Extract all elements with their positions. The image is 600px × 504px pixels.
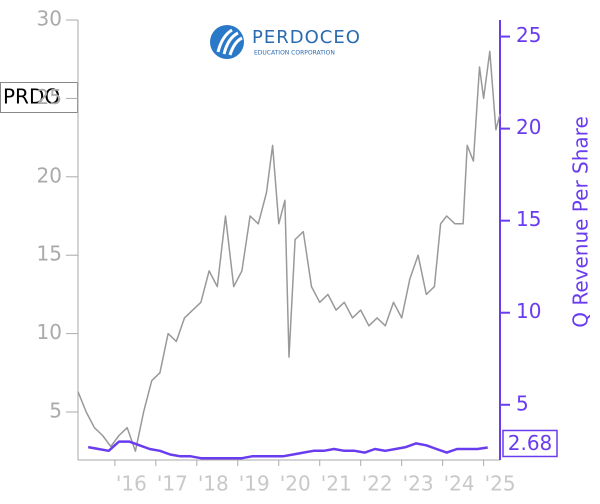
x-tick-label: '21 — [321, 472, 352, 496]
x-tick-label: '22 — [362, 472, 393, 496]
x-tick-label: '23 — [403, 472, 434, 496]
y-tick-label: 20 — [37, 163, 62, 187]
y-tick-label: 30 — [37, 7, 62, 31]
y-tick-label: 25 — [37, 85, 62, 109]
x-tick-label: '19 — [239, 472, 270, 496]
logo-tagline: EDUCATION CORPORATION — [254, 50, 335, 57]
last-value-box — [502, 429, 558, 458]
x-tick-label: '16 — [116, 472, 147, 496]
y-tick-label: 15 — [37, 242, 62, 266]
y2-axis-label: Q Revenue Per Share — [569, 116, 593, 328]
ticker-box — [0, 82, 78, 113]
x-tick-label: '25 — [485, 472, 516, 496]
x-tick-label: '17 — [157, 472, 188, 496]
series-line — [87, 440, 488, 460]
logo-icon-stripes — [216, 28, 243, 56]
y2-tick-label: 10 — [516, 299, 541, 323]
ticker: PRDO — [3, 85, 60, 109]
y-tick-label: 5 — [49, 399, 62, 423]
y2-tick-label: 5 — [516, 391, 529, 415]
last-value-label: 2.68 — [508, 431, 553, 455]
y-tick-label: 10 — [37, 320, 62, 344]
x-tick-label: '18 — [198, 472, 229, 496]
series-line — [77, 50, 501, 452]
logo-name: PERDOCEO — [252, 27, 361, 48]
logo: PERDOCEO EDUCATION CORPORATION — [210, 25, 361, 59]
y2-tick-label: 25 — [516, 23, 541, 47]
x-tick-label: '24 — [444, 472, 475, 496]
y2-tick-label: 15 — [516, 207, 541, 231]
x-tick-label: '20 — [280, 472, 311, 496]
y2-tick-label: 20 — [516, 115, 541, 139]
